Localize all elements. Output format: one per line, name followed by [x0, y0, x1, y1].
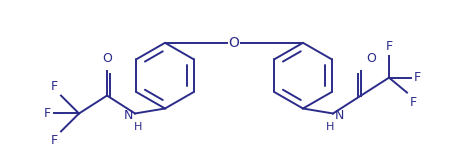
Text: F: F [44, 107, 51, 120]
Text: O: O [366, 52, 376, 65]
Text: F: F [414, 71, 421, 84]
Text: N: N [124, 109, 133, 122]
Text: O: O [228, 36, 240, 50]
Text: H: H [134, 122, 142, 132]
Text: H: H [326, 122, 334, 132]
Text: F: F [51, 80, 58, 93]
Text: F: F [386, 40, 393, 53]
Text: F: F [51, 134, 58, 147]
Text: O: O [102, 52, 112, 65]
Text: N: N [335, 109, 344, 122]
Text: F: F [410, 96, 417, 109]
